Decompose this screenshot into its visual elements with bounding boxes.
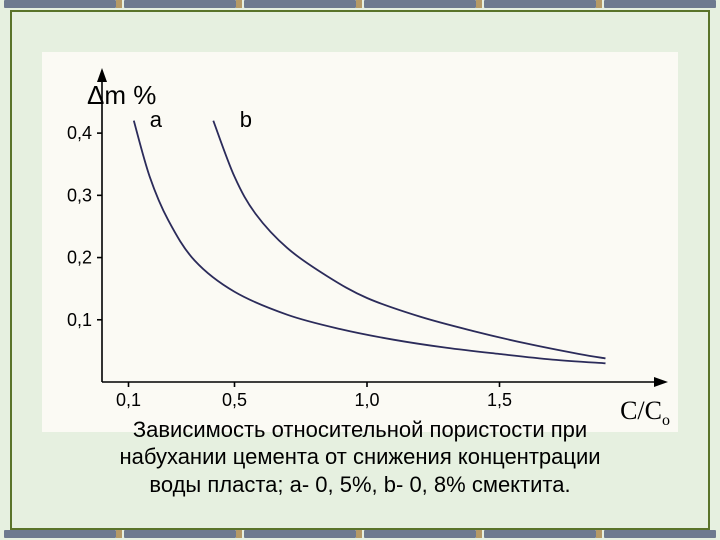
slide-frame: Δm % 0,10,20,30,40,10,51,01,5аb С/Со Зав… [10,10,710,530]
series-label: b [240,107,252,132]
x-tick-label: 1,5 [487,390,512,410]
curve-а [134,121,606,364]
decorative-top-border [0,0,720,10]
caption: Зависимость относительной пористости при… [32,416,688,499]
y-tick-label: 0,1 [67,310,92,330]
y-tick-label: 0,3 [67,185,92,205]
chart-area: Δm % 0,10,20,30,40,10,51,01,5аb С/Со [42,52,678,432]
curve-b [213,121,605,359]
y-tick-label: 0,4 [67,123,92,143]
caption-line: воды пласта; а- 0, 5%, b- 0, 8% смектита… [149,472,570,497]
decorative-bottom-border [0,530,720,540]
x-tick-label: 0,5 [222,390,247,410]
x-tick-label: 1,0 [354,390,379,410]
caption-line: набухании цемента от снижения концентрац… [119,444,600,469]
caption-line: Зависимость относительной пористости при [133,417,587,442]
y-tick-label: 0,2 [67,248,92,268]
x-tick-label: 0,1 [116,390,141,410]
y-axis-label: Δm % [87,80,156,111]
